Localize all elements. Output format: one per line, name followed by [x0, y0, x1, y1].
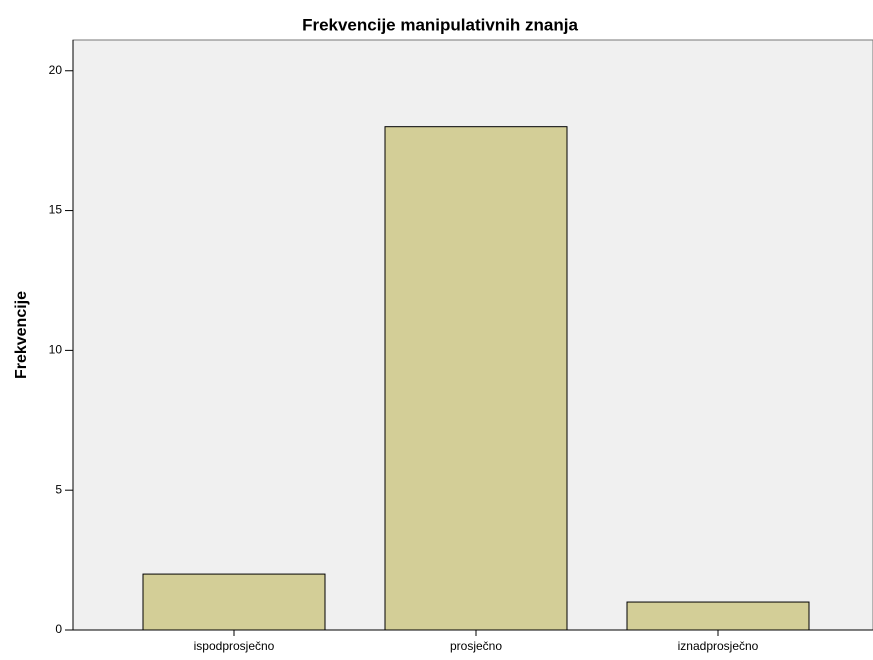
y-tick-label: 15 [49, 203, 63, 217]
x-tick-label: ispodprosječno [194, 639, 275, 653]
x-tick-label: iznadprosječno [678, 639, 759, 653]
y-tick-label: 5 [55, 482, 62, 496]
x-tick-label: prosječno [450, 639, 502, 653]
bar [384, 126, 568, 631]
chart-title: Frekvencije manipulativnih znanja [302, 15, 578, 34]
y-axis-label: Frekvencije [13, 291, 30, 379]
bar [626, 601, 810, 631]
y-tick-label: 10 [49, 343, 63, 357]
y-tick-label: 0 [55, 622, 62, 636]
y-tick-label: 20 [49, 63, 63, 77]
bar [142, 573, 326, 631]
